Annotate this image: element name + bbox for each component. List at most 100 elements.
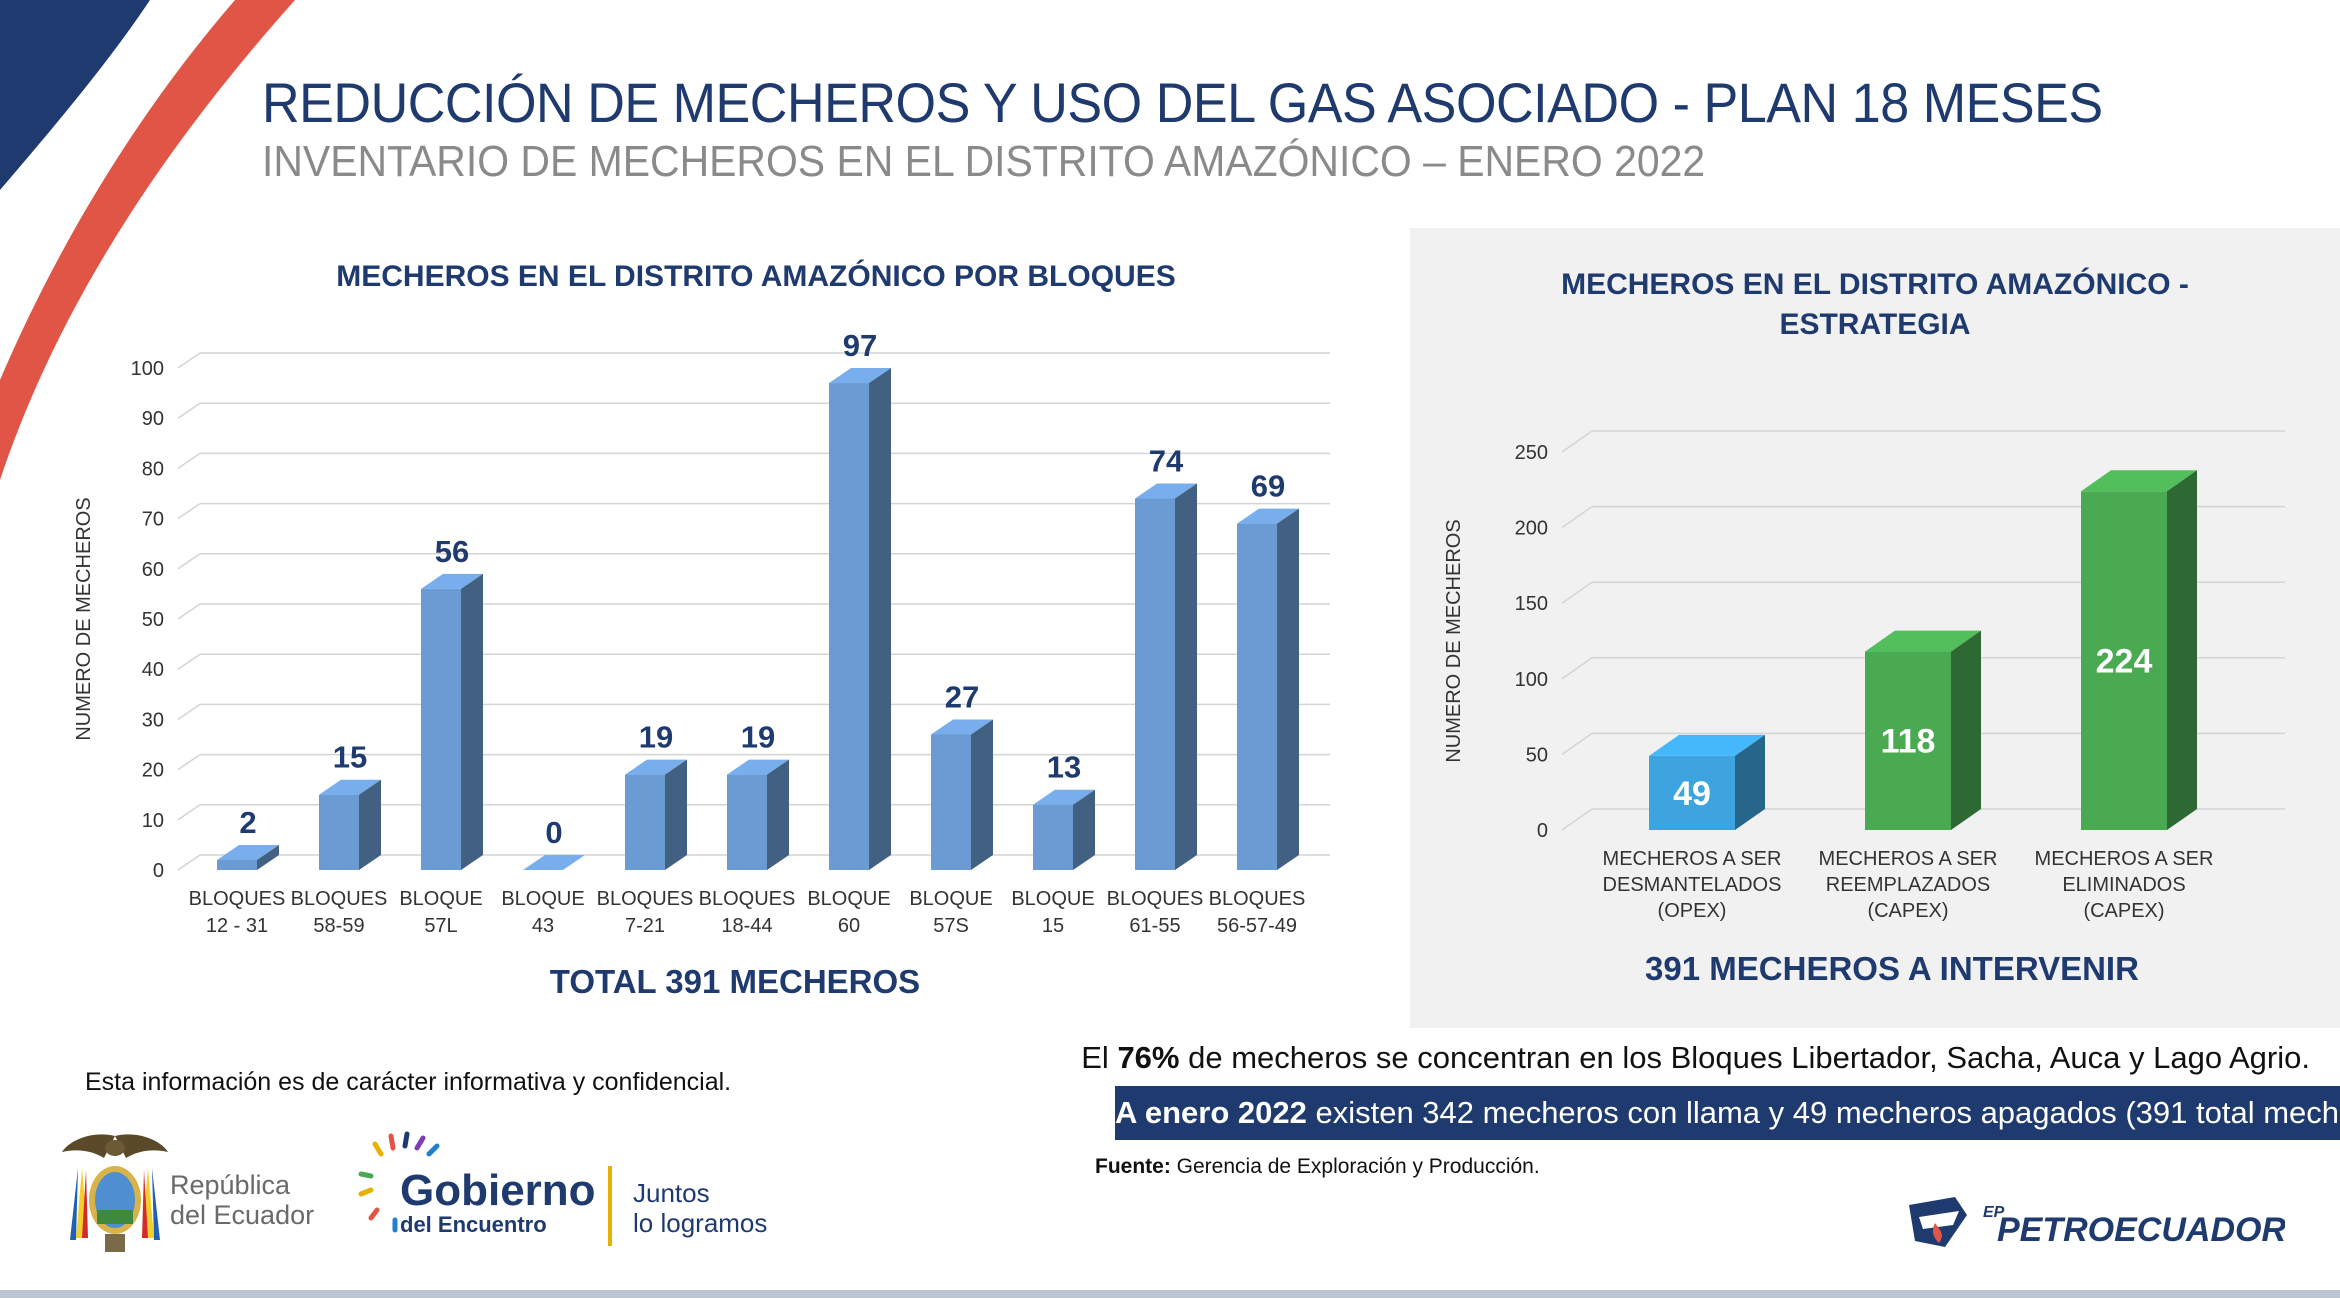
gridline-diagonal bbox=[177, 352, 201, 369]
juntos-slogan: Juntos lo logramos bbox=[633, 1178, 768, 1238]
bar bbox=[1865, 651, 1951, 830]
chart-title: ESTRATEGIA bbox=[1779, 308, 1970, 341]
petroecuador-text: PETROECUADOR bbox=[1997, 1211, 2285, 1249]
x-tick-label: 58-59 bbox=[313, 915, 364, 937]
x-tick-label: BLOQUES bbox=[189, 888, 286, 910]
bar-side bbox=[1175, 483, 1197, 870]
gridline-diagonal bbox=[1561, 430, 1593, 453]
y-tick-label: 20 bbox=[142, 760, 164, 782]
chart-title: MECHEROS EN EL DISTRITO AMAZÓNICO POR BL… bbox=[336, 259, 1176, 293]
gridline-diagonal bbox=[1561, 732, 1593, 756]
x-tick-label: BLOQUES bbox=[1209, 888, 1306, 910]
bar bbox=[1237, 523, 1277, 870]
chart-strategy: MECHEROS EN EL DISTRITO AMAZÓNICO - ESTRA… bbox=[1443, 267, 2285, 987]
bar bbox=[421, 588, 461, 870]
y-tick-label: 0 bbox=[153, 860, 164, 882]
bar-side bbox=[971, 719, 993, 870]
x-tick-label: BLOQUE bbox=[501, 888, 584, 910]
corner-decoration bbox=[0, 0, 295, 480]
bar-top bbox=[931, 719, 993, 735]
bar-top bbox=[2081, 470, 2197, 492]
x-tick-label: MECHEROS A SER bbox=[1603, 848, 1782, 870]
bar-side bbox=[1277, 508, 1299, 870]
x-tick-label: BLOQUES bbox=[597, 888, 694, 910]
bar-side bbox=[1073, 789, 1095, 870]
bar-top bbox=[523, 855, 585, 870]
confidential-note: Esta información es de carácter informat… bbox=[85, 1068, 732, 1096]
bar-top bbox=[1135, 483, 1197, 499]
x-tick-label: (CAPEX) bbox=[1867, 900, 1948, 922]
y-tick-label: 200 bbox=[1515, 518, 1548, 540]
y-tick-label: 90 bbox=[142, 408, 164, 430]
page-subtitle: INVENTARIO DE MECHEROS EN EL DISTRITO AM… bbox=[262, 137, 1706, 186]
ecuador-logo-text: República del Ecuador bbox=[170, 1170, 315, 1230]
x-tick-label: BLOQUE bbox=[807, 888, 890, 910]
gridline-diagonal bbox=[177, 854, 201, 871]
gridline-diagonal bbox=[177, 653, 201, 670]
data-label: 27 bbox=[945, 679, 979, 714]
y-axis-label: NUMERO DE MECHEROS bbox=[73, 497, 95, 740]
data-label: 97 bbox=[843, 328, 877, 363]
gridline-diagonal bbox=[1561, 581, 1593, 604]
bar-top bbox=[1649, 734, 1765, 756]
data-label: 13 bbox=[1047, 750, 1081, 785]
bar-side bbox=[767, 759, 789, 870]
chart-footer: TOTAL 391 MECHEROS bbox=[550, 963, 920, 1000]
page-title: REDUCCIÓN DE MECHEROS Y USO DEL GAS ASOC… bbox=[262, 71, 2103, 134]
gridline-diagonal bbox=[1561, 808, 1593, 831]
x-tick-label: REEMPLAZADOS bbox=[1826, 874, 1990, 896]
ecuador-coat-of-arms-logo bbox=[62, 1134, 168, 1252]
source-note: Fuente: Gerencia de Exploración y Produc… bbox=[1095, 1155, 1540, 1178]
status-banner: A enero 2022 existen 342 mecheros con ll… bbox=[1115, 1086, 2340, 1140]
bar-top bbox=[1033, 789, 1095, 805]
data-label: 118 bbox=[1881, 723, 1936, 761]
bar-top bbox=[727, 759, 789, 775]
y-tick-label: 50 bbox=[1526, 744, 1548, 766]
x-tick-label: MECHEROS A SER bbox=[1819, 848, 1998, 870]
gridline-diagonal bbox=[177, 553, 201, 570]
bar-side bbox=[257, 844, 279, 870]
data-label: 69 bbox=[1251, 469, 1285, 504]
bar bbox=[319, 794, 359, 870]
gridline-diagonal bbox=[177, 804, 201, 821]
x-tick-label: ELIMINADOS bbox=[2062, 874, 2185, 896]
bar bbox=[829, 383, 869, 870]
ep-text: EP bbox=[1983, 1204, 2005, 1221]
bar-side bbox=[869, 368, 891, 870]
x-tick-label: 57L bbox=[424, 915, 457, 937]
bar-top bbox=[829, 368, 891, 384]
x-tick-label: MECHEROS A SER bbox=[2035, 848, 2214, 870]
logo-divider bbox=[608, 1166, 612, 1246]
y-tick-label: 60 bbox=[142, 559, 164, 581]
y-axis-label: NUMERO DE MECHEROS bbox=[1443, 519, 1465, 762]
bar-side bbox=[665, 759, 687, 870]
gridline-diagonal bbox=[1561, 657, 1593, 680]
concentration-note: El 76% de mecheros se concentran en los … bbox=[1081, 1040, 2310, 1075]
y-tick-label: 150 bbox=[1515, 593, 1548, 615]
gridline-diagonal bbox=[177, 452, 201, 470]
bar-top bbox=[217, 844, 279, 860]
x-tick-label: 56-57-49 bbox=[1217, 915, 1297, 937]
data-label: 2 bbox=[239, 805, 256, 840]
bar-side bbox=[359, 779, 381, 870]
data-label: 19 bbox=[741, 720, 775, 755]
bar-side bbox=[1951, 630, 1981, 830]
gobierno-sunburst-icon bbox=[358, 1131, 440, 1233]
chart-blocks: MECHEROS EN EL DISTRITO AMAZÓNICO POR BL… bbox=[73, 259, 1330, 1000]
data-label: 0 bbox=[545, 815, 562, 850]
x-tick-label: BLOQUES bbox=[699, 888, 796, 910]
bar bbox=[1033, 804, 1073, 870]
x-tick-label: 61-55 bbox=[1129, 915, 1180, 937]
x-tick-label: 57S bbox=[933, 915, 969, 937]
bar bbox=[931, 734, 971, 870]
bar-top bbox=[1865, 630, 1981, 652]
data-label: 56 bbox=[435, 534, 469, 569]
bar-top bbox=[421, 573, 483, 589]
bar-side bbox=[461, 573, 483, 870]
gobierno-logo-text: Gobierno bbox=[400, 1166, 596, 1215]
bar bbox=[1135, 498, 1175, 870]
bar bbox=[217, 859, 257, 870]
y-tick-label: 80 bbox=[142, 458, 164, 480]
data-label: 74 bbox=[1149, 444, 1184, 479]
y-tick-label: 10 bbox=[142, 810, 164, 832]
